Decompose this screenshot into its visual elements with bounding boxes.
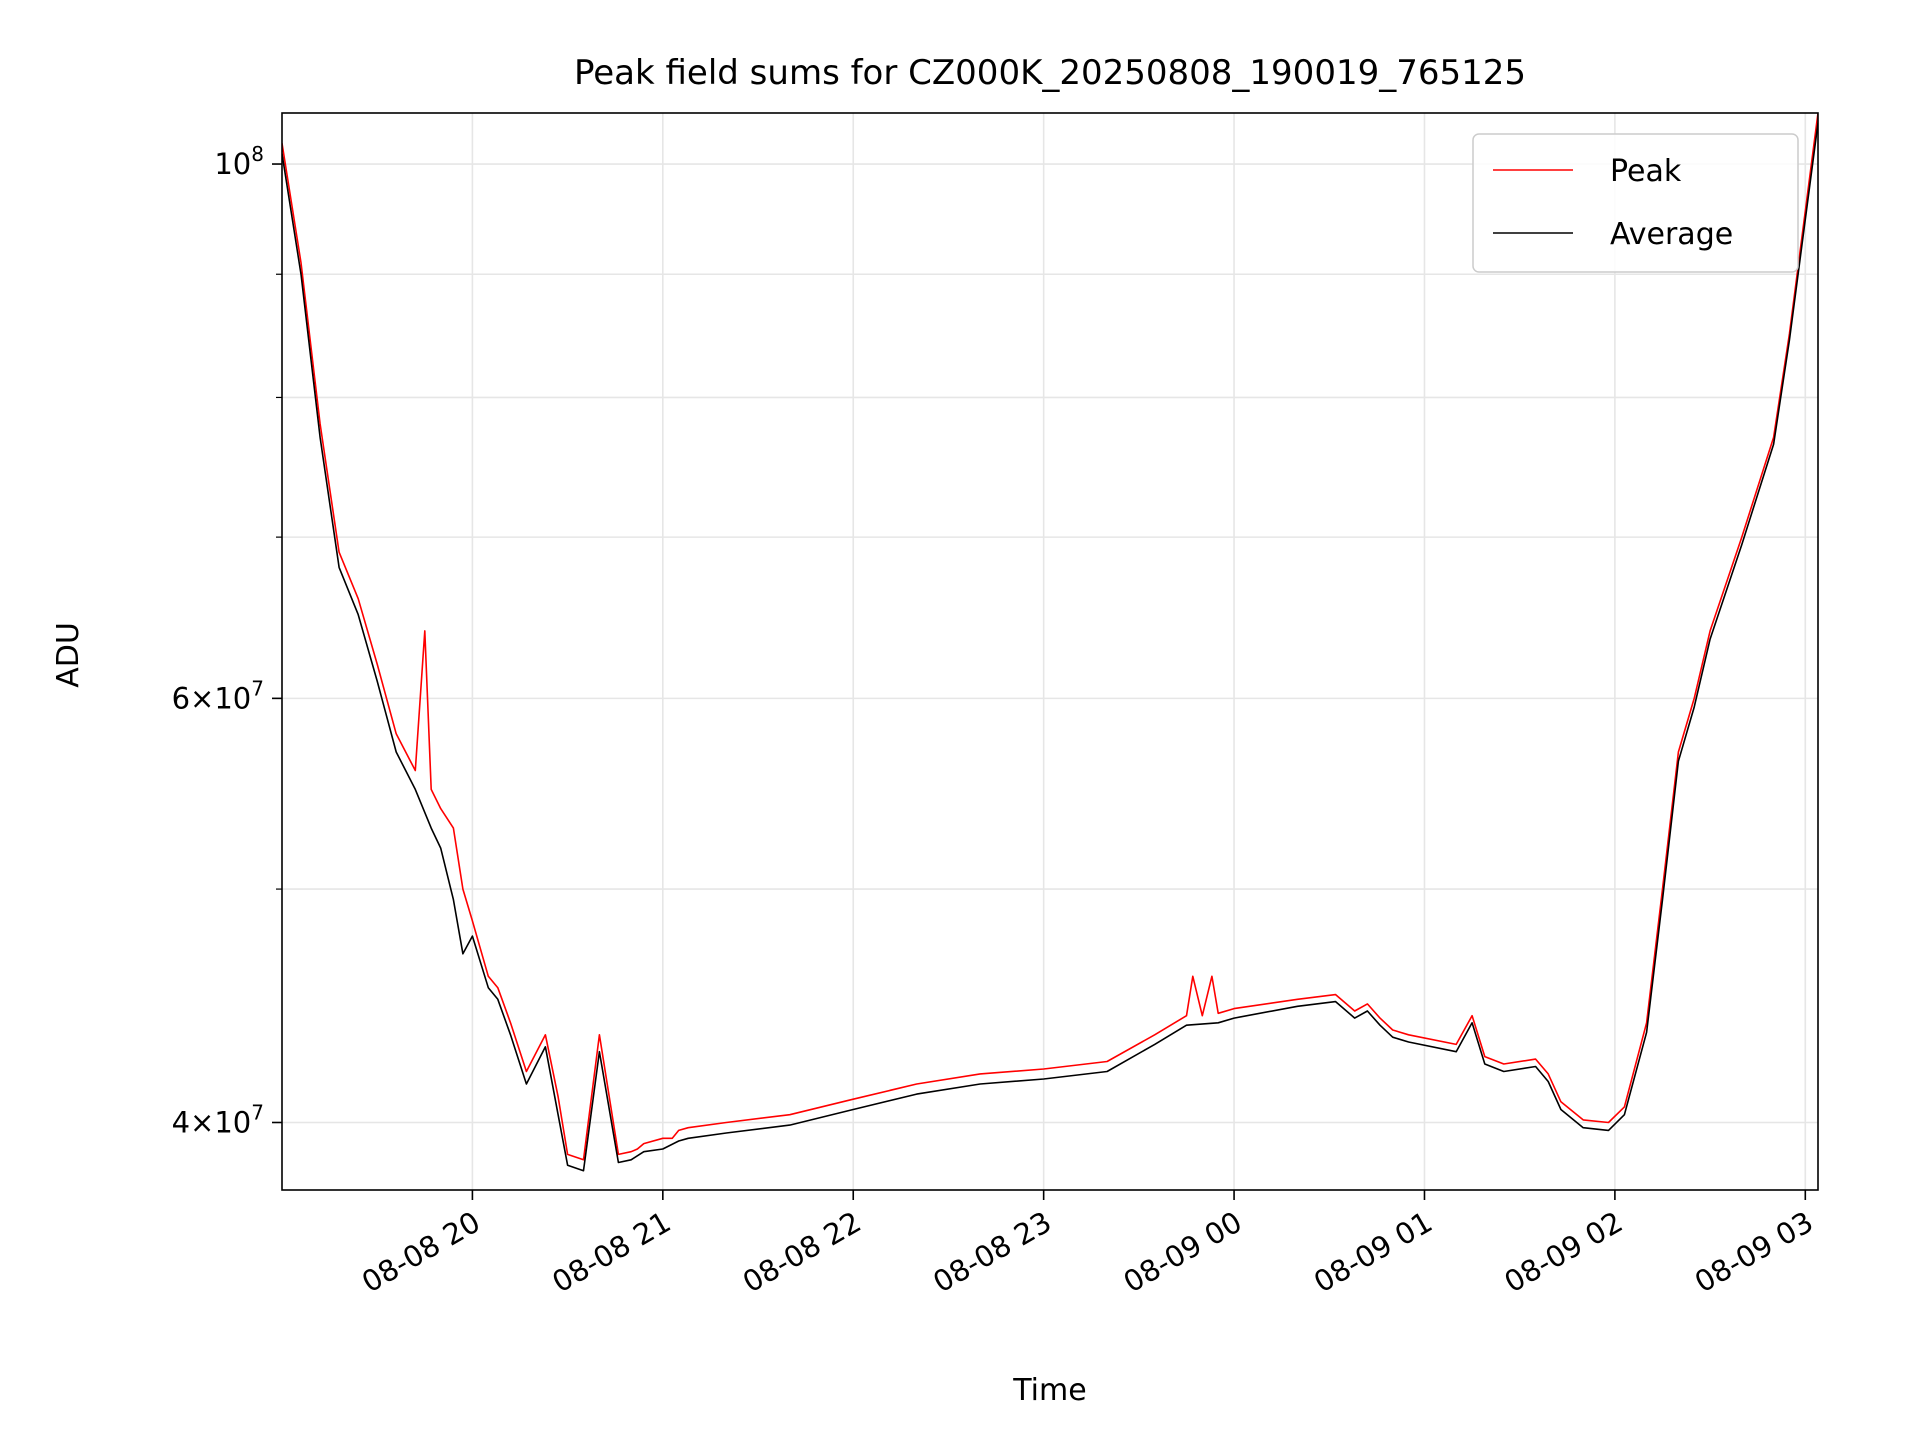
x-tick-label: 08-08 20 <box>356 1205 486 1300</box>
legend: Peak Average <box>1472 133 1799 273</box>
x-tick-label: 08-08 23 <box>927 1205 1057 1300</box>
legend-peak-label: Peak <box>1610 154 1682 189</box>
x-tick-label: 08-09 03 <box>1689 1205 1819 1300</box>
y-axis-label: ADU <box>51 622 86 688</box>
y-tick-label: 4×107 <box>172 1100 264 1139</box>
x-tick-label: 08-09 01 <box>1308 1205 1438 1300</box>
chart-title: Peak field sums for CZ000K_20250808_1900… <box>574 53 1526 93</box>
y-tick-label: 6×107 <box>172 676 264 715</box>
plot-frame <box>281 112 1819 1191</box>
series-lines <box>282 113 1818 1172</box>
x-tick-label: 08-09 02 <box>1498 1205 1628 1300</box>
y-tick-label-base: 4×10 <box>172 1105 252 1139</box>
x-axis: 08-08 20 08-08 21 08-08 22 08-08 23 08-09 00… <box>356 1190 1819 1299</box>
x-tick-label: 08-08 22 <box>737 1205 867 1300</box>
y-tick-label-base: 6×10 <box>172 681 252 715</box>
x-tick-label: 08-09 00 <box>1118 1205 1248 1300</box>
x-tick-label: 08-08 21 <box>546 1205 676 1300</box>
y-tick-label-base: 10 <box>214 147 251 181</box>
series-line-peak <box>282 113 1818 1161</box>
legend-average-label: Average <box>1610 217 1733 252</box>
y-tick-label: 108 <box>214 142 264 181</box>
x-axis-label: Time <box>1012 1373 1086 1408</box>
series-line-average <box>282 122 1818 1172</box>
y-tick-label-exponent: 7 <box>251 1100 264 1124</box>
y-tick-label-exponent: 7 <box>251 676 264 700</box>
legend-box <box>1472 133 1799 273</box>
grid-lines <box>282 113 1818 1190</box>
y-tick-label-exponent: 8 <box>251 142 264 166</box>
